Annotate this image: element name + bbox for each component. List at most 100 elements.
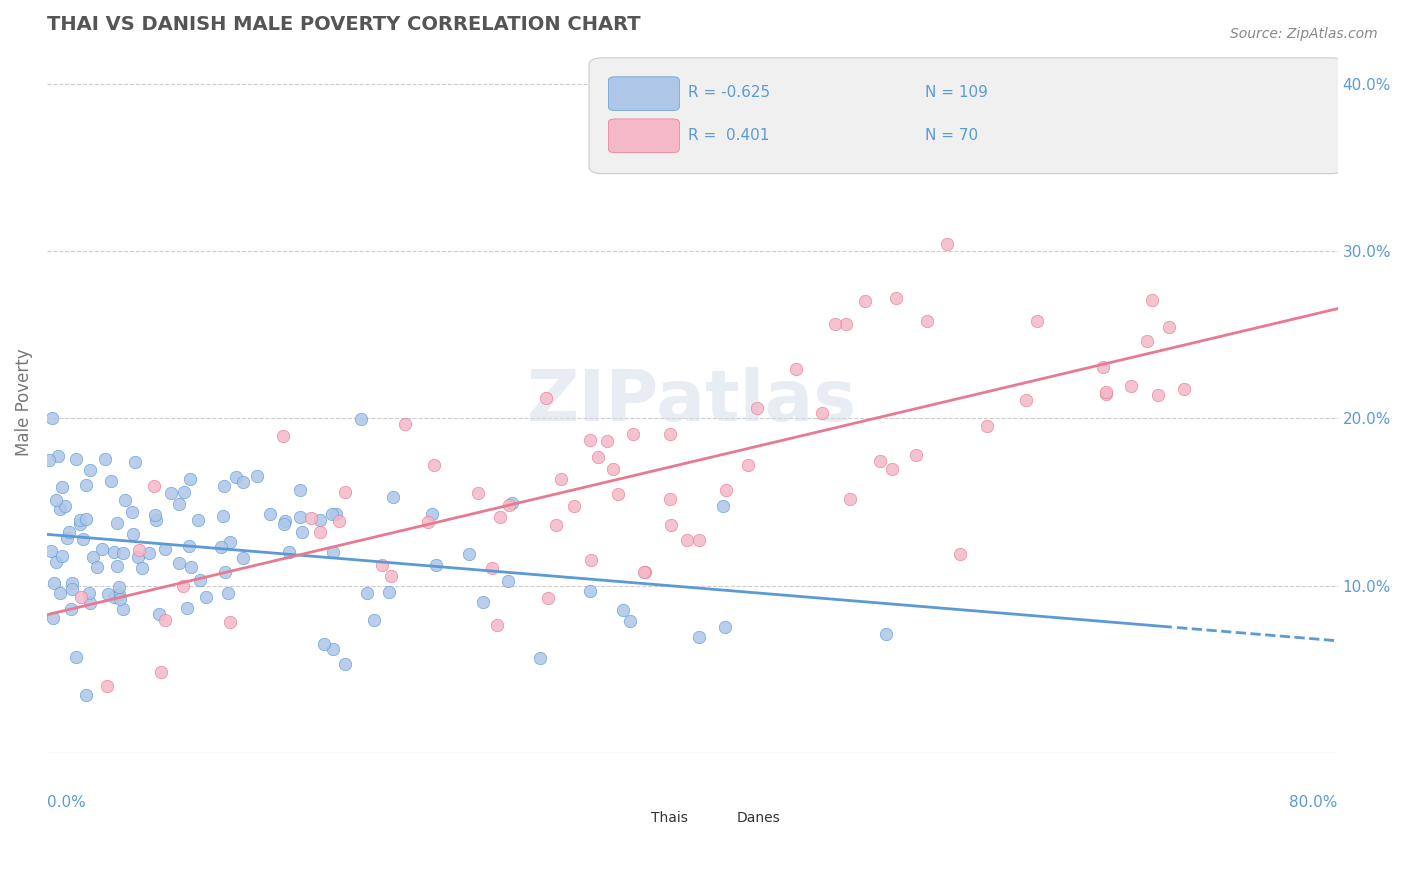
Thais bbox=[711, 499, 734, 513]
Thais bbox=[91, 542, 114, 557]
Danes bbox=[1095, 385, 1118, 400]
Thais bbox=[321, 545, 343, 559]
Thais bbox=[112, 546, 135, 560]
Thais bbox=[219, 534, 242, 549]
Thais bbox=[291, 525, 314, 540]
Thais bbox=[579, 584, 602, 599]
Thais bbox=[53, 499, 76, 513]
Danes bbox=[333, 485, 356, 500]
Thais bbox=[42, 576, 65, 591]
Danes bbox=[869, 454, 891, 468]
Thais bbox=[45, 555, 67, 569]
Danes bbox=[623, 427, 645, 442]
Danes bbox=[1119, 379, 1142, 393]
Danes bbox=[69, 591, 91, 605]
Danes bbox=[785, 362, 807, 376]
Danes bbox=[915, 314, 938, 328]
Thais bbox=[48, 585, 70, 599]
Text: ZIPatlas: ZIPatlas bbox=[527, 368, 858, 436]
Danes bbox=[810, 406, 832, 420]
Thais bbox=[41, 411, 63, 425]
Danes bbox=[855, 293, 877, 308]
Thais bbox=[246, 468, 269, 483]
Danes bbox=[586, 450, 609, 464]
Danes bbox=[1173, 382, 1195, 396]
Thais bbox=[349, 412, 371, 426]
Danes bbox=[96, 679, 118, 693]
Text: Thais: Thais bbox=[651, 811, 688, 825]
Danes bbox=[371, 558, 394, 572]
Thais bbox=[108, 580, 131, 594]
Thais bbox=[114, 493, 136, 508]
Danes bbox=[1026, 314, 1049, 328]
Thais bbox=[48, 450, 70, 464]
Danes bbox=[218, 615, 240, 629]
Thais bbox=[59, 602, 82, 616]
Thais bbox=[363, 613, 385, 627]
Thais bbox=[321, 507, 343, 521]
Thais bbox=[333, 657, 356, 671]
Danes bbox=[714, 483, 737, 497]
Thais bbox=[312, 637, 335, 651]
Thais bbox=[232, 550, 254, 565]
Thais bbox=[381, 490, 404, 504]
Thais bbox=[529, 651, 551, 665]
Danes bbox=[142, 479, 165, 493]
Danes bbox=[488, 509, 510, 524]
FancyBboxPatch shape bbox=[609, 77, 679, 111]
Thais bbox=[112, 602, 135, 616]
Thais bbox=[325, 507, 347, 521]
Danes bbox=[309, 524, 332, 539]
Text: N = 109: N = 109 bbox=[925, 86, 987, 101]
Danes bbox=[271, 429, 294, 443]
Danes bbox=[1014, 393, 1036, 408]
Thais bbox=[176, 601, 198, 615]
Thais bbox=[103, 591, 125, 605]
Thais bbox=[42, 611, 65, 625]
Thais bbox=[377, 584, 399, 599]
Danes bbox=[546, 517, 568, 532]
Thais bbox=[37, 452, 59, 467]
Danes bbox=[149, 665, 172, 679]
Thais bbox=[103, 545, 125, 559]
Thais bbox=[77, 586, 100, 600]
Danes bbox=[416, 516, 439, 530]
Danes bbox=[658, 427, 681, 442]
Thais bbox=[69, 513, 91, 527]
Y-axis label: Male Poverty: Male Poverty bbox=[15, 348, 32, 456]
Text: Source: ZipAtlas.com: Source: ZipAtlas.com bbox=[1230, 27, 1378, 41]
Text: N = 70: N = 70 bbox=[925, 128, 977, 143]
FancyBboxPatch shape bbox=[699, 805, 730, 830]
Thais bbox=[79, 463, 101, 477]
Thais bbox=[496, 574, 519, 588]
Thais bbox=[180, 560, 202, 574]
Danes bbox=[688, 533, 710, 547]
Text: R =  0.401: R = 0.401 bbox=[689, 128, 769, 143]
Thais bbox=[212, 508, 235, 523]
Danes bbox=[1142, 293, 1164, 307]
Thais bbox=[195, 590, 218, 604]
Danes bbox=[578, 433, 600, 447]
Thais bbox=[273, 516, 295, 531]
Thais bbox=[714, 620, 737, 634]
Thais bbox=[167, 497, 190, 511]
Danes bbox=[659, 518, 682, 533]
Text: Danes: Danes bbox=[737, 811, 780, 825]
Danes bbox=[1095, 386, 1118, 401]
Thais bbox=[60, 576, 83, 591]
Thais bbox=[143, 508, 166, 522]
Danes bbox=[596, 434, 619, 448]
Thais bbox=[138, 546, 160, 560]
Thais bbox=[148, 607, 170, 622]
Thais bbox=[179, 473, 201, 487]
Thais bbox=[82, 550, 104, 565]
Danes bbox=[880, 462, 903, 476]
Thais bbox=[49, 501, 72, 516]
Thais bbox=[308, 513, 330, 527]
Thais bbox=[105, 558, 128, 573]
Thais bbox=[232, 475, 254, 489]
Thais bbox=[259, 507, 281, 521]
Thais bbox=[214, 565, 236, 579]
Thais bbox=[875, 627, 897, 641]
FancyBboxPatch shape bbox=[602, 795, 783, 840]
